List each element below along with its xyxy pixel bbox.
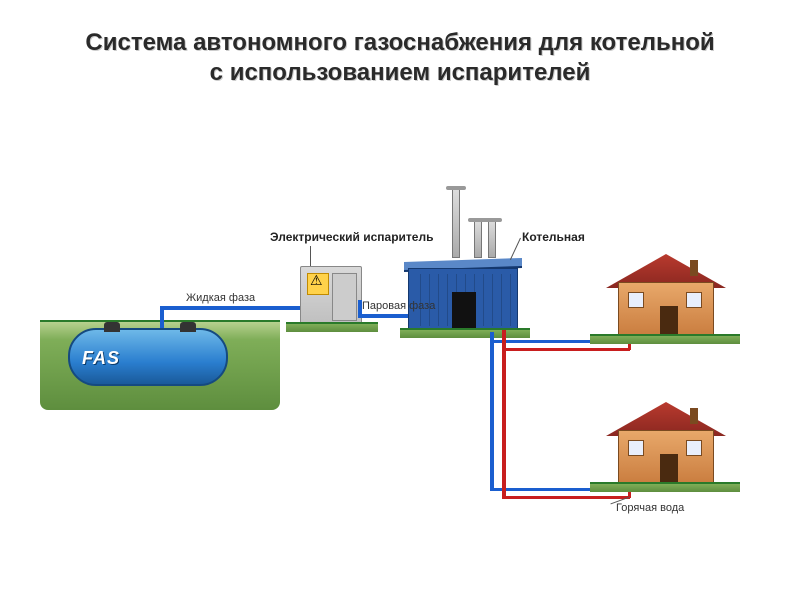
ground-house: [590, 334, 740, 344]
evaporator-door-icon: [332, 273, 357, 321]
label-evaporator: Электрический испаритель: [270, 230, 433, 244]
house-consumer: [600, 246, 730, 338]
pipe-supply: [490, 340, 494, 490]
label-vapor-phase: Паровая фаза: [362, 300, 435, 312]
electric-evaporator: [300, 266, 362, 326]
page-title: Система автономного газоснабжения для ко…: [80, 28, 720, 88]
pipe-liquid-phase: [160, 308, 164, 328]
house-chimney-icon: [690, 408, 698, 424]
label-hot-water: Горячая вода: [616, 502, 684, 514]
pipe-return: [502, 332, 506, 498]
house-chimney-icon: [690, 260, 698, 276]
pipe-return: [502, 330, 506, 334]
tank-valve-icon: [104, 322, 120, 332]
pipe-supply: [490, 332, 494, 340]
label-boiler-house: Котельная: [522, 230, 585, 244]
house-window-icon: [686, 440, 702, 456]
tank-valve-icon: [180, 322, 196, 332]
label-liquid-phase: Жидкая фаза: [186, 292, 255, 304]
ground-house: [590, 482, 740, 492]
house-window-icon: [628, 292, 644, 308]
ground-evaporator: [286, 322, 378, 332]
leader-line: [310, 246, 311, 266]
gas-supply-diagram: FAS: [0, 200, 800, 560]
pipe-return: [502, 348, 630, 351]
house-window-icon: [686, 292, 702, 308]
chimney-cap-icon: [446, 186, 466, 190]
tank-brand-label: FAS: [82, 348, 120, 369]
boiler-house: [408, 248, 518, 332]
pipe-return: [502, 496, 630, 499]
chimney-cap-icon: [482, 218, 502, 222]
boiler-door-icon: [452, 292, 476, 332]
lpg-tank: FAS: [68, 328, 228, 386]
house-window-icon: [628, 440, 644, 456]
ground-boiler: [400, 328, 530, 338]
house-consumer: [600, 394, 730, 486]
pipe-liquid-phase: [160, 306, 310, 310]
